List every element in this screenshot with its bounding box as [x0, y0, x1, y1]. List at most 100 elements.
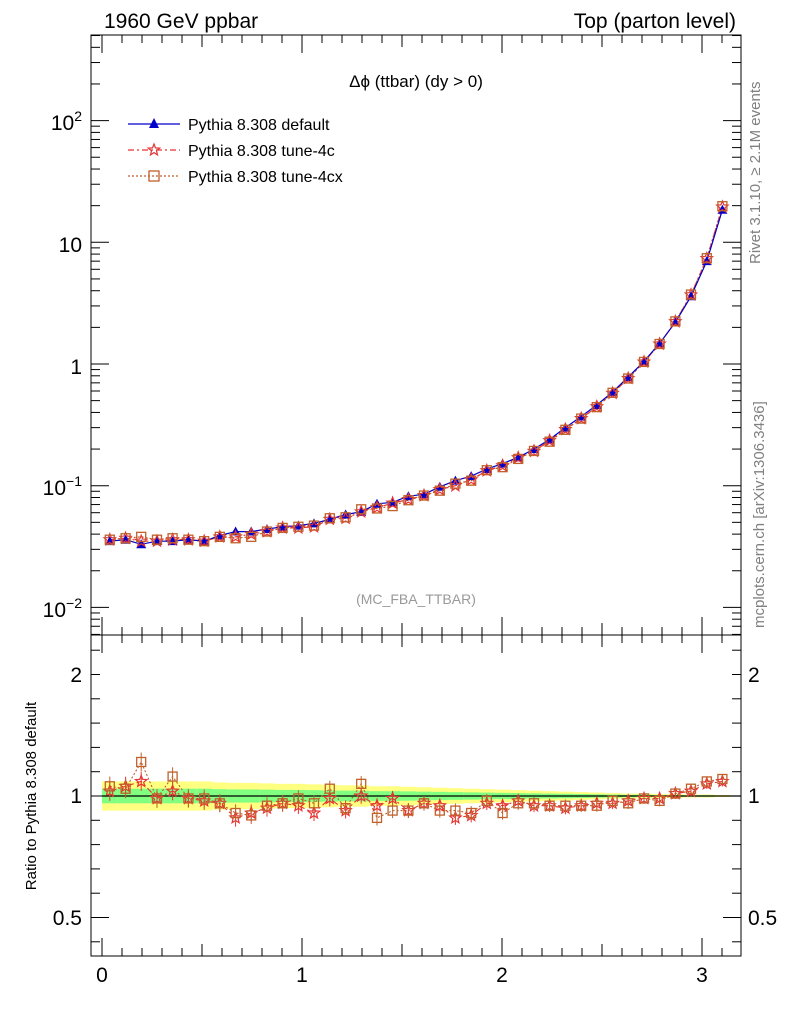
main-point-tune-4cx: [576, 413, 587, 424]
main-point-tune-4cx: [607, 387, 618, 398]
main-plot-panel: 10−2 10−1 1 10 102 Δϕ (ttbar) (dy > 0) (…: [43, 34, 742, 636]
legend-entry-tune-4cx: Pythia 8.308 tune-4cx: [128, 169, 343, 186]
legend: Pythia 8.308 default Pythia 8.308 tune-4…: [128, 117, 343, 186]
y-tick-label-1e-2: 10−2: [43, 595, 83, 622]
ratio-point-tune-4c: [448, 810, 463, 825]
ratio-point-tune-4cx: [654, 795, 665, 807]
ratio-plot-panel: 0.5 1 2 0.5 1 2 0 1 2 3 Ratio to Pythia …: [23, 634, 777, 987]
ratio-point-tune-4cx: [403, 805, 414, 816]
main-point-tune-4cx: [151, 534, 163, 545]
main-point-tune-4cx: [120, 533, 131, 544]
ratio-point-tune-4cx: [120, 783, 131, 794]
ratio-y-tick-label-2: 2: [70, 664, 82, 687]
ratio-point-tune-4cx: [513, 798, 524, 809]
main-point-tune-4cx: [418, 490, 430, 501]
ratio-point-tune-4cx: [591, 800, 602, 811]
x-tick-label-2: 2: [496, 964, 508, 987]
main-point-tune-4cx: [293, 521, 304, 532]
ratio-y-axis-label: Ratio to Pythia 8.308 default: [23, 701, 40, 890]
main-point-default: [246, 526, 257, 536]
main-point-tune-4cx: [450, 478, 461, 489]
ratio-point-tune-4cx: [183, 793, 194, 804]
main-point-tune-4cx: [685, 289, 697, 300]
main-series-line-default: [109, 209, 723, 545]
ratio-point-tune-4cx: [356, 778, 367, 789]
legend-label-tune-4c: Pythia 8.308 tune-4c: [188, 143, 335, 160]
x-tick-label-1: 1: [296, 964, 308, 987]
main-point-tune-4cx: [560, 424, 571, 435]
legend-entry-default: Pythia 8.308 default: [128, 117, 330, 134]
mcplots-label: mcplots.cern.ch [arXiv:1306.3436]: [751, 401, 768, 628]
ratio-point-tune-4cx: [717, 773, 728, 785]
main-point-tune-4cx: [246, 531, 257, 542]
main-point-tune-4cx: [324, 513, 335, 524]
ratio-point-tune-4c: [385, 790, 400, 805]
ratio-point-tune-4cx: [450, 805, 461, 816]
main-point-tune-4cx: [261, 526, 273, 537]
main-point-tune-4cx: [371, 503, 383, 514]
ratio-point-tune-4cx: [230, 807, 241, 819]
legend-label-tune-4cx: Pythia 8.308 tune-4cx: [188, 169, 343, 186]
ratio-point-tune-4cx: [277, 798, 288, 809]
y-tick-label-10: 10: [59, 234, 82, 257]
main-point-tune-4cx: [717, 201, 728, 212]
ratio-series-line-tune-4cx: [109, 760, 723, 819]
main-point-tune-4cx: [340, 512, 351, 523]
main-point-tune-4cx: [466, 475, 477, 486]
observable-title: Δϕ (ttbar) (dy > 0): [349, 72, 483, 91]
main-point-tune-4cx: [701, 253, 712, 264]
ratio-point-tune-4cx: [466, 807, 477, 819]
y-tick-label-1: 1: [70, 356, 82, 379]
ratio-point-tune-4cx: [293, 793, 304, 804]
ratio-point-tune-4cx: [685, 783, 697, 794]
main-point-default: [262, 524, 272, 534]
main-point-tune-4cx: [528, 445, 540, 457]
main-series-group: [102, 199, 730, 549]
ratio-point-tune-4cx: [701, 776, 712, 787]
ratio-point-tune-4cx: [340, 803, 351, 814]
main-point-tune-4cx: [544, 436, 555, 447]
ratio-point-tune-4cx: [544, 800, 555, 811]
main-point-tune-4cx: [513, 453, 524, 465]
main-point-tune-4cx: [481, 465, 492, 476]
main-point-tune-4cx: [214, 531, 225, 542]
legend-label-default: Pythia 8.308 default: [188, 117, 330, 134]
ratio-y-tick-label-0.5: 0.5: [53, 907, 82, 930]
ratio-point-tune-4cx: [199, 793, 210, 804]
ratio-y-tick-label-right-2: 2: [748, 664, 760, 687]
main-point-tune-4cx: [199, 536, 210, 547]
legend-marker-tune-4c: [146, 142, 162, 157]
ratio-point-tune-4cx: [670, 788, 681, 799]
main-point-tune-4cx: [638, 356, 650, 368]
main-point-tune-4cx: [591, 402, 602, 413]
main-point-tune-4cx: [623, 373, 634, 384]
ratio-point-tune-4cx: [151, 793, 163, 804]
ratio-point-tune-4c: [133, 773, 149, 788]
ratio-y-tick-label-1: 1: [70, 785, 82, 808]
ratio-axis-ticks: [91, 635, 741, 956]
legend-star-shape: [146, 142, 162, 157]
ratio-point-tune-4cx: [638, 793, 650, 804]
ratio-point-tune-4cx: [418, 798, 430, 809]
ratio-point-tune-4cx: [308, 798, 320, 809]
ratio-point-tune-4cx: [560, 800, 571, 811]
main-series-line-tune-4c: [109, 206, 723, 542]
ratio-point-tune-4cx: [607, 795, 618, 807]
ratio-point-tune-4cx: [104, 781, 115, 792]
ratio-point-tune-4cx: [623, 798, 634, 809]
main-point-tune-4cx: [136, 531, 147, 542]
main-axis-ticks: [91, 35, 741, 635]
ratio-point-tune-4c: [322, 790, 338, 805]
main-point-tune-4cx: [167, 533, 178, 544]
main-point-default: [576, 411, 587, 421]
main-point-default: [560, 422, 571, 432]
ratio-point-tune-4cx: [246, 810, 257, 821]
x-tick-label-0: 0: [96, 964, 108, 987]
ratio-point-tune-4c: [369, 798, 385, 812]
ratio-point-tune-4cx: [261, 800, 273, 811]
main-point-tune-4cx: [670, 316, 681, 327]
main-point-tune-4cx: [277, 522, 288, 534]
ratio-point-tune-4c: [291, 798, 306, 812]
main-point-tune-4cx: [230, 533, 241, 544]
ratio-point-tune-4cx: [136, 756, 147, 768]
